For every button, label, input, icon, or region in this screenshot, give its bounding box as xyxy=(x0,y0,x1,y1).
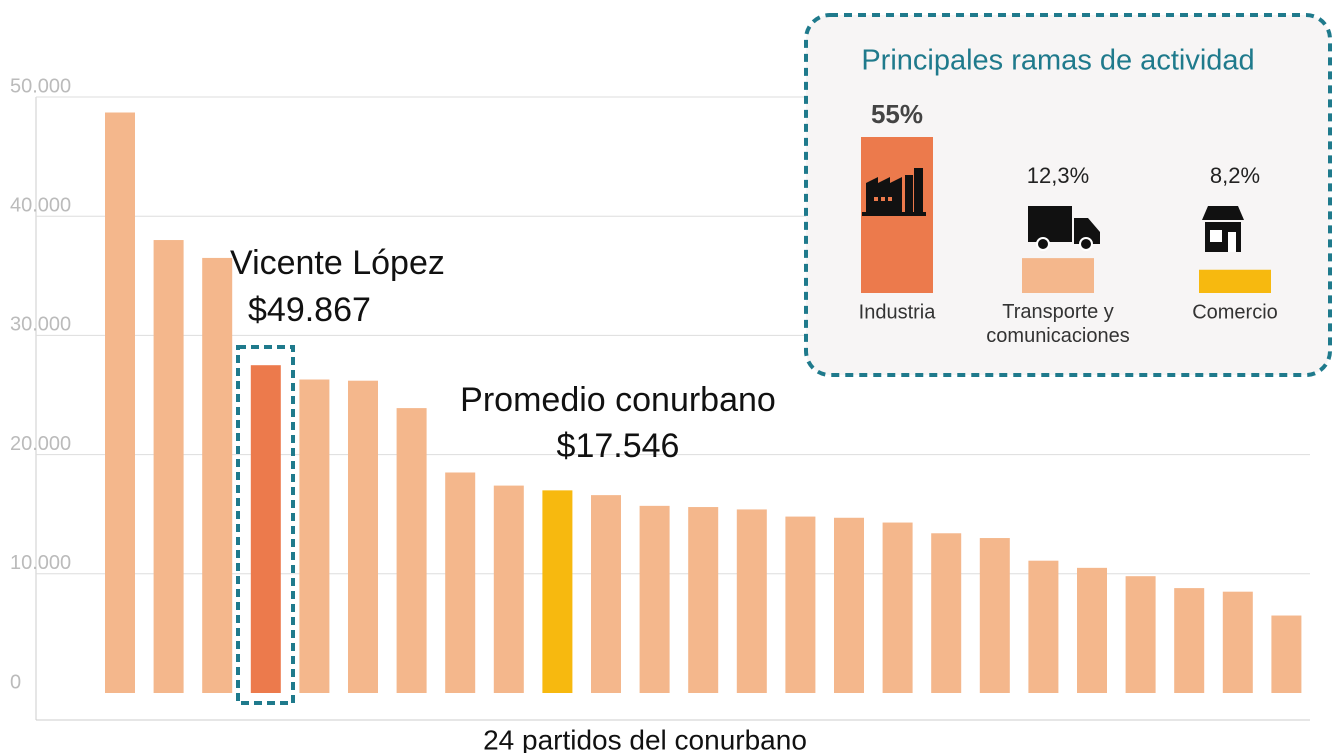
highlight-box xyxy=(236,345,295,705)
truck-icon xyxy=(1028,206,1100,251)
bar xyxy=(396,408,427,693)
bar xyxy=(445,472,476,693)
annotation: Promedio conurbano xyxy=(460,381,776,419)
bar xyxy=(1028,560,1059,693)
category-label: Transporte y comunicaciones xyxy=(986,301,1129,347)
y-tick-label: 20.000 xyxy=(10,433,71,455)
bar xyxy=(1125,576,1156,693)
bar xyxy=(493,485,524,693)
bar xyxy=(688,507,719,693)
bar xyxy=(1174,588,1205,693)
bar xyxy=(882,522,913,693)
bar xyxy=(542,490,573,693)
y-tick-label: 50.000 xyxy=(10,75,71,97)
bar xyxy=(931,533,962,693)
bar xyxy=(153,240,184,694)
bar xyxy=(348,380,378,693)
bar xyxy=(834,517,864,693)
category-label: Comercio xyxy=(1192,301,1278,323)
bar xyxy=(1271,615,1302,693)
x-axis-label: 24 partidos del conurbano xyxy=(483,724,807,753)
y-tick-label: 0 xyxy=(10,671,21,693)
category-label: Industria xyxy=(859,301,937,323)
y-tick-label: 40.000 xyxy=(10,194,71,216)
factory-icon xyxy=(862,168,926,216)
bar xyxy=(250,365,281,693)
inset-bar xyxy=(1199,269,1271,293)
y-tick-label: 10.000 xyxy=(10,552,71,574)
bar xyxy=(202,257,233,693)
y-tick-label: 30.000 xyxy=(10,314,71,336)
value-label: 8,2% xyxy=(1210,163,1260,188)
inset-title: Principales ramas de actividad xyxy=(861,45,1254,77)
annotation: $49.867 xyxy=(248,291,371,329)
bar xyxy=(105,112,135,694)
value-label: 12,3% xyxy=(1027,163,1089,188)
bar xyxy=(736,509,767,693)
bar xyxy=(979,538,1010,693)
store-icon xyxy=(1202,206,1244,252)
bar xyxy=(1222,591,1253,693)
annotation: Vicente López xyxy=(230,244,445,282)
bar xyxy=(591,495,621,693)
bar xyxy=(1077,567,1107,693)
bar xyxy=(785,516,816,693)
annotation: $17.546 xyxy=(557,427,680,465)
inset-bar xyxy=(1022,258,1094,293)
bar xyxy=(639,505,670,693)
value-label: 55% xyxy=(871,99,923,129)
bar xyxy=(299,379,330,693)
